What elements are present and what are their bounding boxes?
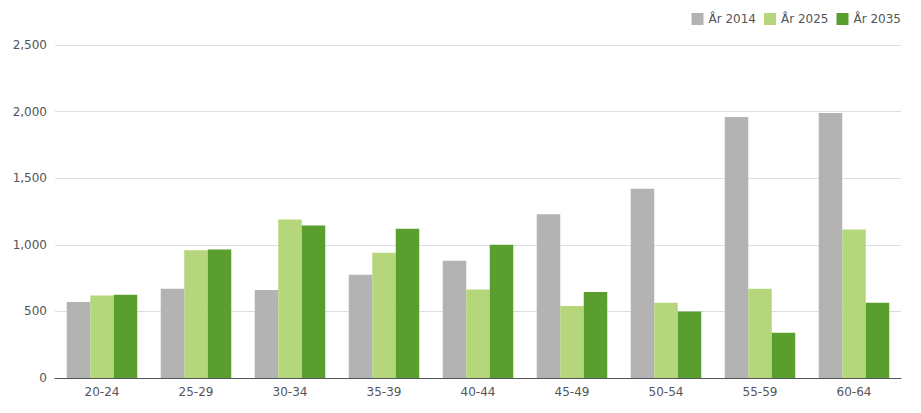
svg-text:År 2035: År 2035 [854, 11, 902, 26]
svg-text:500: 500 [24, 304, 47, 318]
svg-text:År 2025: År 2025 [781, 11, 829, 26]
svg-text:1,500: 1,500 [13, 171, 47, 185]
svg-text:2,500: 2,500 [13, 38, 47, 52]
svg-text:0: 0 [39, 371, 47, 385]
svg-text:40-44: 40-44 [461, 385, 496, 399]
svg-text:25-29: 25-29 [179, 385, 214, 399]
svg-text:2,000: 2,000 [13, 105, 47, 119]
svg-text:60-64: 60-64 [837, 385, 872, 399]
svg-text:45-49: 45-49 [555, 385, 590, 399]
svg-text:35-39: 35-39 [367, 385, 402, 399]
svg-text:50-54: 50-54 [649, 385, 684, 399]
svg-text:1,000: 1,000 [13, 238, 47, 252]
svg-text:30-34: 30-34 [273, 385, 308, 399]
svg-text:55-59: 55-59 [743, 385, 778, 399]
svg-text:År 2014: År 2014 [709, 11, 757, 26]
svg-text:20-24: 20-24 [85, 385, 120, 399]
